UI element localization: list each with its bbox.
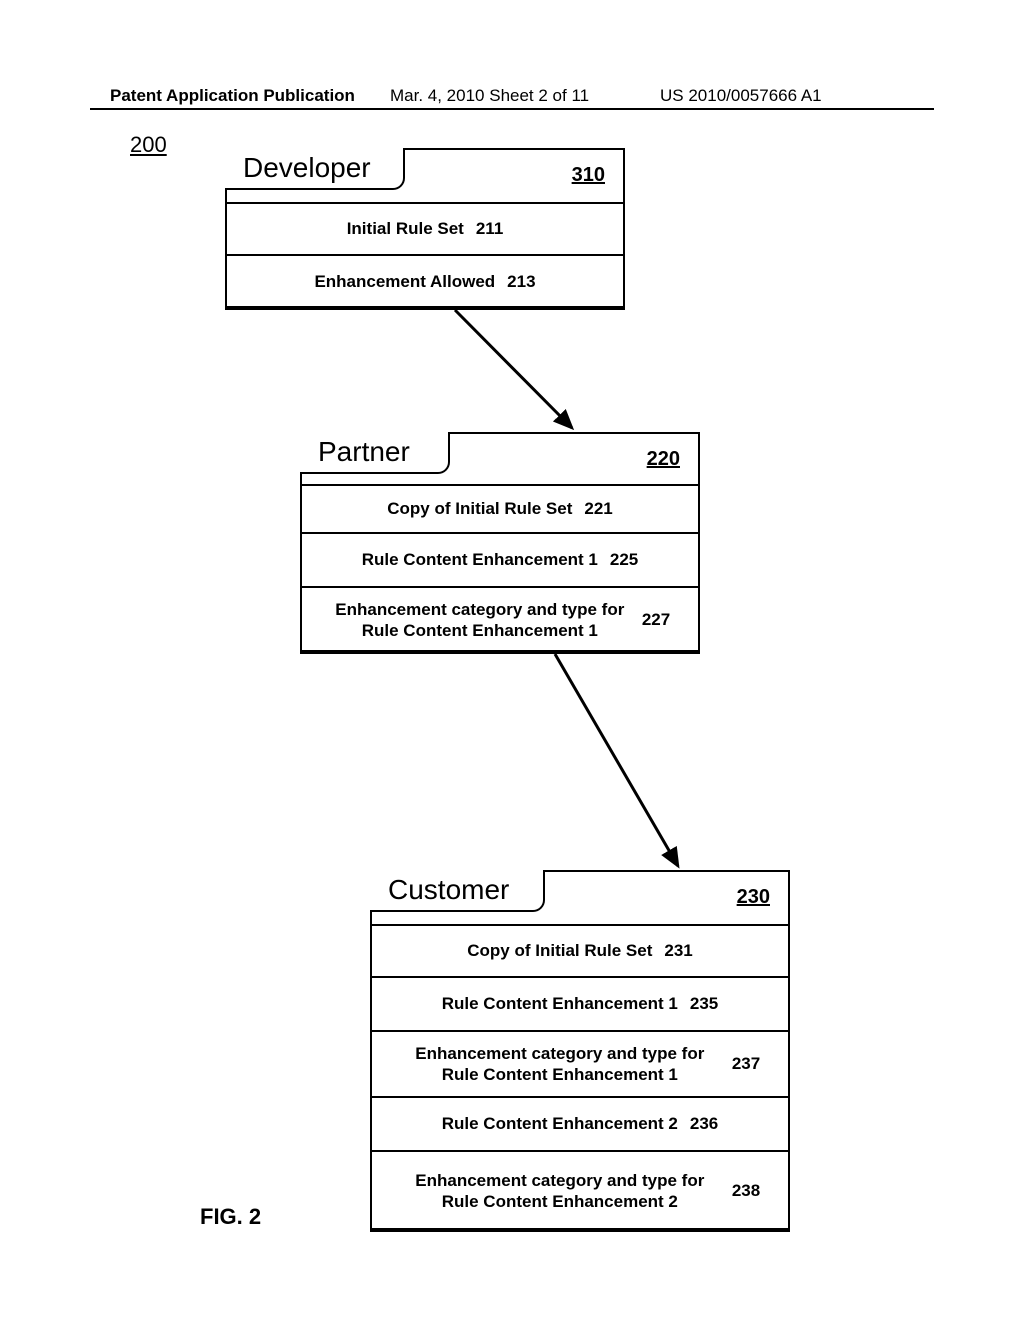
partner-row-2: Enhancement category and type for Rule C… xyxy=(300,586,700,654)
partner-tab-label: Partner xyxy=(318,436,410,467)
customer-row-2: Enhancement category and type for Rule C… xyxy=(370,1030,790,1098)
partner-row-1: Rule Content Enhancement 1 225 xyxy=(300,532,700,588)
partner-id: 220 xyxy=(647,448,680,471)
customer-id: 230 xyxy=(737,886,770,909)
customer-row-1: Rule Content Enhancement 1 235 xyxy=(370,976,790,1032)
customer-tab-label: Customer xyxy=(388,874,509,905)
customer-row-0-num: 231 xyxy=(664,941,692,961)
developer-row-0: Initial Rule Set 211 xyxy=(225,202,625,256)
header-right: US 2010/0057666 A1 xyxy=(660,86,822,106)
partner-row-2-text: Enhancement category and type for Rule C… xyxy=(330,599,630,642)
page: Patent Application Publication Mar. 4, 2… xyxy=(0,0,1024,1320)
developer-tab-label: Developer xyxy=(243,152,371,183)
header-center: Mar. 4, 2010 Sheet 2 of 11 xyxy=(390,86,589,106)
partner-row-0-text: Copy of Initial Rule Set xyxy=(387,499,572,519)
partner-row-1-text: Rule Content Enhancement 1 xyxy=(362,550,598,570)
header-rule xyxy=(90,108,934,110)
customer-row-4: Enhancement category and type for Rule C… xyxy=(370,1150,790,1232)
developer-row-0-text: Initial Rule Set xyxy=(347,219,464,239)
figure-label: FIG. 2 xyxy=(200,1204,261,1230)
customer-row-4-text: Enhancement category and type for Rule C… xyxy=(400,1170,720,1213)
developer-box: Developer 310 Initial Rule Set 211 Enhan… xyxy=(225,148,625,308)
developer-tab: Developer xyxy=(225,148,405,190)
arrow-developer-partner xyxy=(455,310,572,428)
developer-row-1-text: Enhancement Allowed xyxy=(314,272,495,292)
arrow-partner-customer xyxy=(555,654,678,866)
header-left: Patent Application Publication xyxy=(110,86,355,106)
customer-row-1-num: 235 xyxy=(690,994,718,1014)
customer-tab: Customer xyxy=(370,870,545,912)
customer-row-3-num: 236 xyxy=(690,1114,718,1134)
customer-row-0-text: Copy of Initial Rule Set xyxy=(467,941,652,961)
customer-row-4-num: 238 xyxy=(732,1181,760,1201)
partner-box: Partner 220 Copy of Initial Rule Set 221… xyxy=(300,432,700,652)
figure-number: 200 xyxy=(130,132,167,158)
developer-row-1-num: 213 xyxy=(507,272,535,292)
customer-row-1-text: Rule Content Enhancement 1 xyxy=(442,994,678,1014)
developer-row-1: Enhancement Allowed 213 xyxy=(225,254,625,310)
customer-box: Customer 230 Copy of Initial Rule Set 23… xyxy=(370,870,790,1230)
customer-row-0: Copy of Initial Rule Set 231 xyxy=(370,924,790,978)
partner-row-0: Copy of Initial Rule Set 221 xyxy=(300,484,700,534)
partner-row-2-num: 227 xyxy=(642,610,670,630)
developer-row-0-num: 211 xyxy=(476,219,503,239)
customer-row-2-num: 237 xyxy=(732,1054,760,1074)
customer-row-3-text: Rule Content Enhancement 2 xyxy=(442,1114,678,1134)
customer-row-2-text: Enhancement category and type for Rule C… xyxy=(400,1043,720,1086)
customer-row-3: Rule Content Enhancement 2 236 xyxy=(370,1096,790,1152)
developer-id: 310 xyxy=(572,164,605,187)
partner-tab: Partner xyxy=(300,432,450,474)
partner-row-1-num: 225 xyxy=(610,550,638,570)
partner-row-0-num: 221 xyxy=(584,499,612,519)
